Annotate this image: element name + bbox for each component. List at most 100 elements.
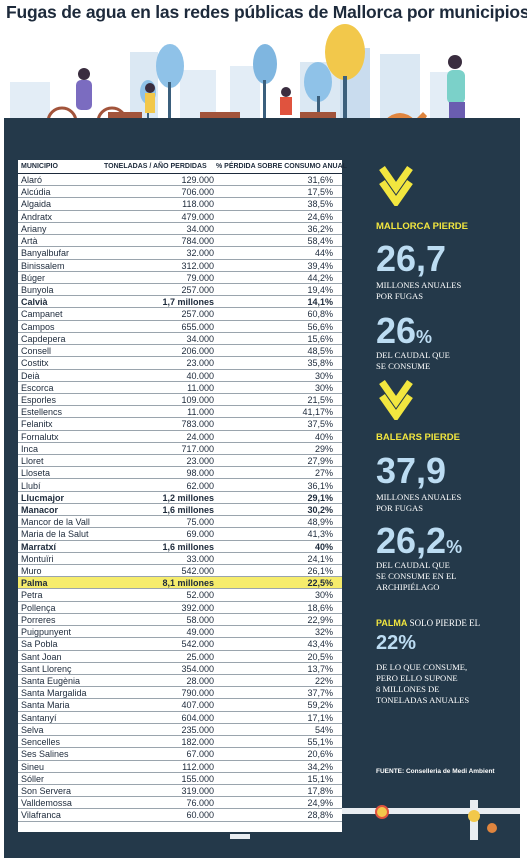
- mallorca-percentage: 26%: [376, 310, 433, 351]
- municipio-cell: Mancor de la Vall: [21, 517, 90, 528]
- table-row: Ses Salines 67.000 20,6%: [18, 748, 342, 761]
- porcentaje-cell: 24,1%: [307, 553, 333, 564]
- porcentaje-cell: 54%: [314, 724, 333, 735]
- table-row: Vilafranca 60.000 28,8%: [18, 809, 342, 822]
- porcentaje-cell: 31,6%: [307, 175, 333, 185]
- table-row: Banyalbufar 32.000 44%: [18, 247, 342, 260]
- toneladas-cell: 1,6 millones: [162, 504, 214, 515]
- table-row: Ariany 34.000 36,2%: [18, 223, 342, 236]
- table-row: Santa Eugènia 28.000 22%: [18, 675, 342, 688]
- municipio-cell: Andratx: [21, 211, 53, 222]
- municipio-cell: Búger: [21, 272, 46, 283]
- municipio-cell: Pollença: [21, 602, 56, 613]
- table-row: Andratx 479.000 24,6%: [18, 211, 342, 223]
- toneladas-cell: 118.000: [182, 199, 214, 210]
- table-row: Calvià 1,7 millones 14,1%: [18, 296, 342, 309]
- table-row: Puigpunyent 49.000 32%: [18, 626, 342, 639]
- table-row: Escorca 11.000 30%: [18, 382, 342, 394]
- toneladas-cell: 257.000: [181, 284, 214, 295]
- porcentaje-cell: 37,7%: [307, 688, 333, 699]
- municipio-cell: Capdepera: [21, 333, 66, 344]
- porcentaje-cell: 22,5%: [307, 578, 333, 589]
- baleares-text-2b: SE CONSUME EN EL: [376, 571, 457, 581]
- municipio-cell: Santanyí: [21, 712, 57, 723]
- table-row: Artà 784.000 58,4%: [18, 235, 342, 248]
- baleares-percentage: 26,2%: [376, 520, 463, 561]
- toneladas-cell: 717.000: [181, 443, 214, 454]
- table-row: Valldemossa 76.000 24,9%: [18, 797, 342, 810]
- municipio-cell: Bunyola: [21, 284, 54, 295]
- municipio-cell: Deià: [21, 370, 40, 381]
- toneladas-cell: 655.000: [181, 321, 214, 332]
- toneladas-cell: 98.000: [186, 468, 214, 479]
- porcentaje-cell: 27%: [314, 468, 333, 479]
- toneladas-cell: 23.000: [186, 358, 214, 369]
- table-row: Maria de la Salut 69.000 41,3%: [18, 528, 342, 541]
- municipio-cell: Calvià: [21, 297, 48, 308]
- municipio-cell: Esporles: [21, 394, 57, 405]
- porcentaje-cell: 17,1%: [307, 712, 333, 723]
- down-arrow-icon: [379, 166, 413, 206]
- municipio-cell: Felanitx: [21, 419, 53, 430]
- baleares-heading: BALEARS PIERDE: [376, 432, 460, 443]
- toneladas-cell: 76.000: [186, 798, 214, 809]
- porcentaje-cell: 35,8%: [307, 358, 333, 369]
- toneladas-cell: 75.000: [186, 517, 214, 528]
- porcentaje-cell: 14,1%: [307, 297, 333, 308]
- municipio-cell: Llubí: [21, 480, 41, 491]
- porcentaje-cell: 37,5%: [307, 419, 333, 430]
- table-row: Llubí 62.000 36,1%: [18, 480, 342, 492]
- municipalities-table: MUNICIPIO TONELADAS / AÑO PERDIDAS % PÉR…: [18, 160, 347, 832]
- table-row: Consell 206.000 48,5%: [18, 345, 342, 358]
- porcentaje-cell: 24,9%: [307, 798, 333, 809]
- toneladas-cell: 67.000: [186, 749, 214, 760]
- porcentaje-cell: 36,2%: [307, 223, 333, 234]
- municipio-cell: Palma: [21, 578, 48, 589]
- municipio-cell: Llucmajor: [21, 492, 65, 503]
- municipio-cell: Artà: [21, 236, 38, 247]
- table-row: Mancor de la Vall 75.000 48,9%: [18, 516, 342, 529]
- porcentaje-cell: 44%: [314, 248, 333, 259]
- table-row: Felanitx 783.000 37,5%: [18, 418, 342, 431]
- porcentaje-cell: 20,6%: [307, 749, 333, 760]
- table-row: Bunyola 257.000 19,4%: [18, 284, 342, 297]
- toneladas-cell: 784.000: [181, 236, 214, 247]
- municipio-cell: Campos: [21, 321, 55, 332]
- municipio-cell: Sant Joan: [21, 651, 62, 662]
- toneladas-cell: 790.000: [181, 688, 214, 699]
- baleares-text-2c: ARCHIPIÉLAGO: [376, 582, 440, 592]
- municipio-cell: Ses Salines: [21, 749, 69, 760]
- table-row: Montuïri 33.000 24,1%: [18, 553, 342, 566]
- toneladas-cell: 34.000: [186, 333, 214, 344]
- porcentaje-cell: 20,5%: [307, 651, 333, 662]
- table-row: Porreres 58.000 22,9%: [18, 614, 342, 627]
- porcentaje-cell: 15,1%: [307, 773, 333, 784]
- porcentaje-cell: 56,6%: [307, 321, 333, 332]
- table-row: Sa Pobla 542.000 43,4%: [18, 638, 342, 651]
- table-row: Costitx 23.000 35,8%: [18, 357, 342, 370]
- toneladas-cell: 155.000: [181, 773, 214, 784]
- porcentaje-cell: 17,8%: [307, 786, 333, 796]
- toneladas-cell: 706.000: [181, 187, 214, 198]
- municipio-cell: Marratxí: [21, 541, 57, 552]
- table-row: Campanet 257.000 60,8%: [18, 308, 342, 321]
- table-row: Llucmajor 1,2 millones 29,1%: [18, 492, 342, 504]
- municipio-cell: Petra: [21, 590, 43, 601]
- baleares-text-2a: DEL CAUDAL QUE: [376, 560, 450, 570]
- table-row: Selva 235.000 54%: [18, 724, 342, 737]
- porcentaje-cell: 29,1%: [307, 492, 333, 503]
- toneladas-cell: 69.000: [186, 529, 214, 540]
- toneladas-cell: 49.000: [186, 627, 214, 638]
- toneladas-cell: 1,6 millones: [162, 541, 214, 552]
- porcentaje-cell: 48,9%: [307, 517, 333, 528]
- municipio-cell: Escorca: [21, 382, 54, 393]
- mallorca-text-1b: POR FUGAS: [376, 291, 424, 301]
- porcentaje-cell: 41,3%: [307, 529, 333, 540]
- porcentaje-cell: 21,5%: [307, 394, 333, 405]
- table-row: Capdepera 34.000 15,6%: [18, 333, 342, 346]
- table-row: Inca 717.000 29%: [18, 443, 342, 456]
- municipio-cell: Valldemossa: [21, 798, 72, 809]
- mallorca-text-1a: MILLONES ANUALES: [376, 280, 462, 290]
- porcentaje-cell: 29%: [314, 443, 333, 454]
- mallorca-heading: MALLORCA PIERDE: [376, 221, 469, 232]
